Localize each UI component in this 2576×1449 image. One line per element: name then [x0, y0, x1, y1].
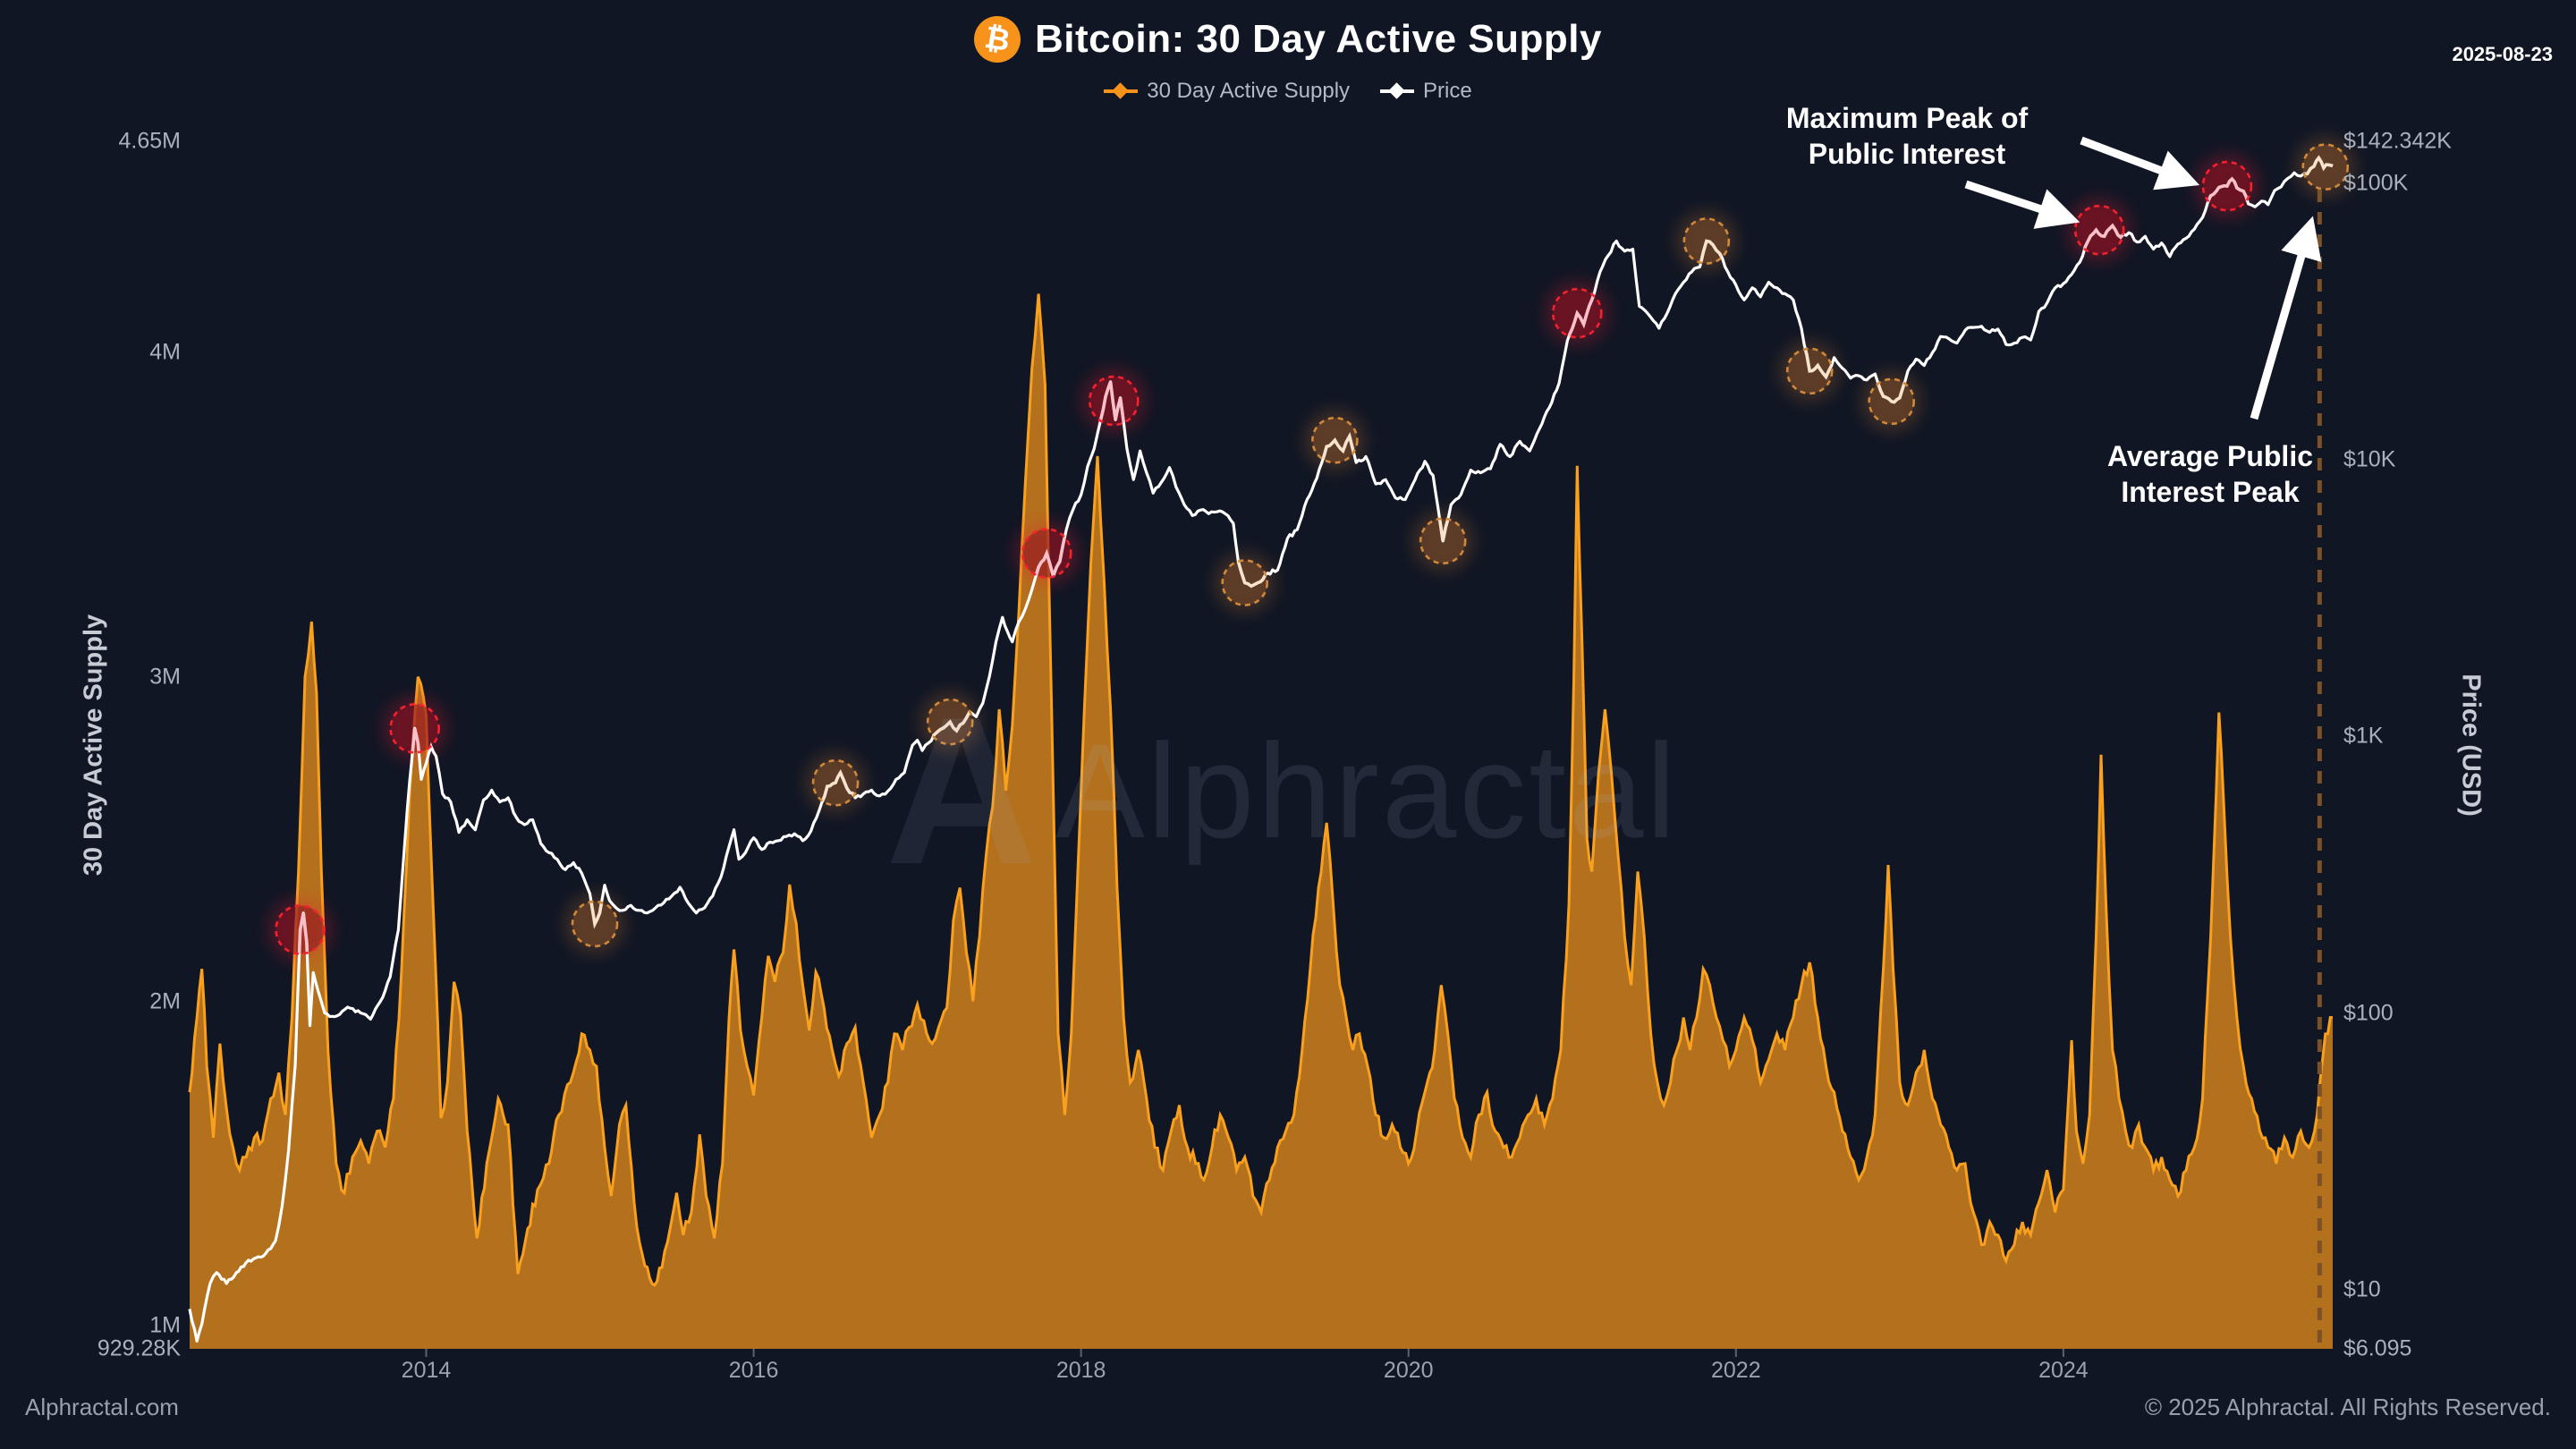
supply-axis-tick-label: 4M: [149, 339, 181, 365]
max-peak-marker-circle: [2201, 160, 2253, 212]
supply-axis-tick-label: 929.28K: [97, 1335, 181, 1361]
supply-axis-title: 30 Day Active Supply: [79, 614, 108, 877]
header: ₿ Bitcoin: 30 Day Active Supply: [0, 12, 2576, 67]
price-axis-tick-label: $6.095: [2343, 1335, 2412, 1361]
max-peak-marker-circle: [275, 904, 326, 955]
x-axis-tick-label: 2024: [2038, 1358, 2089, 1383]
avg-peak-marker-circle: [926, 698, 974, 746]
supply-area-outline: [188, 293, 2334, 1287]
annotation-average-peak-line1: Average Public: [2106, 440, 2313, 472]
price-axis-tick-label: $100K: [2343, 170, 2409, 196]
max-peak-marker-circle: [2073, 204, 2125, 256]
footer-copyright: © 2025 Alphractal. All Rights Reserved.: [2144, 1394, 2551, 1420]
legend-marker-icon: [1380, 82, 1415, 99]
avg-peak-marker-circle: [1311, 416, 1359, 464]
avg-peak-marker-circle: [1221, 559, 1268, 606]
avg-peak-marker-circle: [571, 900, 619, 948]
avg-peak-marker-circle: [1682, 217, 1731, 265]
annotation-arrow: [1964, 180, 2080, 229]
price-axis-tick-label: $10K: [2343, 446, 2396, 472]
avg-peak-marker-circle: [2301, 143, 2350, 191]
date-label: 2025-08-23: [2452, 43, 2553, 65]
legend-item-price[interactable]: Price: [1380, 79, 1472, 104]
footer-site-link[interactable]: Alphractal.com: [25, 1394, 179, 1420]
avg-peak-marker-circle: [1785, 347, 1834, 395]
supply-axis-tick-label: 3M: [149, 664, 181, 690]
max-peak-marker-circle: [1088, 375, 1140, 427]
annotation-maximum-peak-line2: Public Interest: [1808, 138, 2006, 170]
page-title: Bitcoin: 30 Day Active Supply: [1035, 17, 1602, 61]
annotation-maximum-peak-line1: Maximum Peak of: [1785, 102, 2029, 134]
price-axis-tick-label: $100: [2343, 1000, 2394, 1025]
legend-item-supply[interactable]: 30 Day Active Supply: [1104, 79, 1350, 104]
max-peak-marker-circle: [1021, 528, 1072, 579]
legend-item-label: Price: [1423, 79, 1472, 103]
annotation-average-peak-line2: Interest Peak: [2121, 476, 2300, 508]
price-axis-title: Price (USD): [2456, 674, 2486, 817]
avg-peak-marker-circle: [811, 758, 860, 807]
price-axis-tick-label: $1K: [2343, 723, 2384, 749]
supply-axis-tick-label: 2M: [149, 988, 181, 1013]
x-axis-tick-label: 2014: [401, 1358, 452, 1383]
max-peak-marker-circle: [389, 703, 440, 754]
x-axis-tick-label: 2022: [1711, 1358, 1761, 1383]
max-peak-marker-circle: [1551, 287, 1603, 339]
annotation-maximum-peak: Maximum Peak of Public Interest: [1726, 100, 2088, 172]
annotation-arrow: [2080, 136, 2200, 191]
supply-axis-tick-label: 4.65M: [118, 128, 181, 154]
annotation-arrow: [2250, 216, 2322, 420]
bitcoin-icon: ₿: [970, 12, 1025, 67]
supply-axis-tick-label: 1M: [149, 1312, 181, 1338]
x-axis-tick-label: 2020: [1383, 1358, 1434, 1383]
legend-marker-icon: [1104, 82, 1139, 99]
price-axis-tick-label: $10: [2343, 1276, 2381, 1302]
legend-item-label: 30 Day Active Supply: [1147, 79, 1351, 103]
price-axis-tick-label: $142.342K: [2343, 128, 2452, 154]
annotation-average-peak: Average Public Interest Peak: [2018, 438, 2402, 510]
avg-peak-marker-circle: [1419, 517, 1467, 565]
x-axis-tick-label: 2018: [1055, 1358, 1106, 1383]
legend: 30 Day Active Supply Price: [0, 79, 2576, 104]
price-line-series: [188, 156, 2334, 1343]
avg-peak-marker-circle: [1868, 377, 1916, 426]
supply-area-series: [190, 293, 2333, 1349]
x-axis-tick-label: 2016: [728, 1358, 779, 1383]
